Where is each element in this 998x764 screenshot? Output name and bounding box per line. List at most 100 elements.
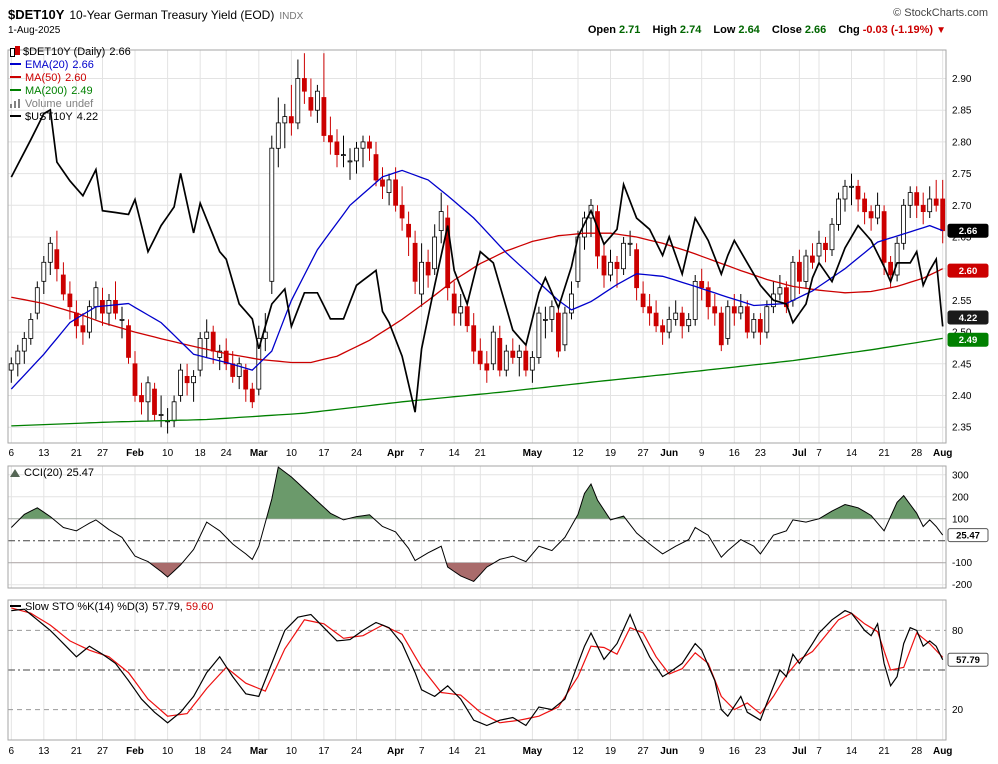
svg-text:16: 16 bbox=[729, 746, 741, 757]
svg-text:9: 9 bbox=[699, 746, 705, 757]
svg-text:May: May bbox=[523, 746, 543, 757]
svg-text:23: 23 bbox=[755, 746, 767, 757]
legend-value: 25.47 bbox=[66, 467, 95, 479]
svg-text:2.40: 2.40 bbox=[952, 391, 972, 402]
svg-text:2.65: 2.65 bbox=[952, 233, 972, 244]
svg-text:12: 12 bbox=[572, 448, 584, 459]
main-chart-legend: $DET10Y (Daily) 2.66 EMA(20) 2.66 MA(50) 2.… bbox=[10, 46, 131, 124]
sto-legend: Slow STO %K(14) %D(3) 57.79, 59.60 bbox=[10, 601, 213, 614]
svg-text:10: 10 bbox=[162, 746, 174, 757]
svg-text:Apr: Apr bbox=[387, 746, 404, 757]
svg-text:14: 14 bbox=[449, 746, 461, 757]
volume-bars-icon bbox=[10, 99, 21, 108]
area-icon bbox=[10, 469, 20, 477]
svg-text:2.49: 2.49 bbox=[959, 335, 978, 346]
legend-label: MA(200) bbox=[25, 85, 68, 97]
svg-text:21: 21 bbox=[475, 746, 487, 757]
svg-text:Feb: Feb bbox=[126, 746, 144, 757]
svg-text:2.70: 2.70 bbox=[952, 201, 972, 212]
quote-value: 2.66 bbox=[804, 24, 827, 36]
svg-text:23: 23 bbox=[755, 448, 767, 459]
axis-value-badges: 2.66 2.60 4.22 2.49 25.47 57.79 bbox=[947, 223, 989, 667]
line-icon bbox=[10, 89, 21, 91]
svg-text:14: 14 bbox=[449, 448, 461, 459]
svg-text:7: 7 bbox=[816, 448, 822, 459]
legend-value: undef bbox=[65, 98, 94, 110]
quote-label: Low bbox=[713, 24, 736, 36]
svg-text:28: 28 bbox=[911, 746, 923, 757]
svg-text:Aug: Aug bbox=[933, 448, 952, 459]
svg-text:13: 13 bbox=[38, 448, 50, 459]
symbol-label: $DET10Y bbox=[8, 7, 65, 22]
svg-text:27: 27 bbox=[638, 746, 650, 757]
svg-text:10: 10 bbox=[162, 448, 174, 459]
cci-legend: CCI(20) 25.47 bbox=[10, 467, 94, 480]
legend-row-volume: Volume undef bbox=[10, 98, 131, 111]
price-axis-labels: 2.902.852.802.752.702.652.602.552.502.45… bbox=[952, 74, 972, 716]
svg-text:Feb: Feb bbox=[126, 448, 144, 459]
svg-text:21: 21 bbox=[879, 448, 891, 459]
legend-value: 2.66 bbox=[109, 46, 131, 58]
down-arrow-icon: ▼ bbox=[936, 25, 946, 36]
legend-row-sto: Slow STO %K(14) %D(3) 57.79, 59.60 bbox=[10, 601, 213, 614]
svg-text:27: 27 bbox=[97, 746, 109, 757]
svg-text:6: 6 bbox=[9, 746, 15, 757]
svg-text:2.66: 2.66 bbox=[959, 226, 978, 237]
svg-text:21: 21 bbox=[71, 746, 83, 757]
svg-text:13: 13 bbox=[38, 746, 50, 757]
quote-value: 2.71 bbox=[618, 24, 641, 36]
svg-text:Jul: Jul bbox=[792, 746, 807, 757]
candlestick-icon bbox=[10, 46, 20, 57]
quote-value: 2.74 bbox=[679, 24, 702, 36]
copyright-label: © StockCharts.com bbox=[893, 7, 988, 19]
svg-text:19: 19 bbox=[605, 448, 617, 459]
legend-label: CCI(20) bbox=[24, 467, 63, 479]
svg-text:4.22: 4.22 bbox=[959, 313, 978, 324]
svg-text:16: 16 bbox=[729, 448, 741, 459]
svg-text:57.79: 57.79 bbox=[956, 655, 980, 666]
svg-text:80: 80 bbox=[952, 626, 964, 637]
sto-d-line bbox=[11, 607, 944, 724]
svg-text:17: 17 bbox=[318, 746, 330, 757]
legend-value: 4.22 bbox=[76, 111, 99, 123]
svg-text:28: 28 bbox=[911, 448, 923, 459]
title-line: $DET10Y 10-Year German Treasury Yield (EO… bbox=[8, 6, 303, 24]
svg-text:2.45: 2.45 bbox=[952, 359, 972, 370]
svg-text:Jul: Jul bbox=[792, 448, 807, 459]
quote-label: High bbox=[652, 24, 677, 36]
legend-row-ema20: EMA(20) 2.66 bbox=[10, 59, 131, 72]
overlay-lines bbox=[10, 108, 944, 427]
svg-text:18: 18 bbox=[195, 746, 207, 757]
svg-text:-200: -200 bbox=[952, 580, 972, 591]
ema20-line bbox=[10, 169, 943, 390]
legend-value: 2.60 bbox=[65, 72, 87, 84]
svg-text:18: 18 bbox=[195, 448, 207, 459]
svg-text:2.80: 2.80 bbox=[952, 137, 972, 148]
svg-text:Jun: Jun bbox=[660, 448, 678, 459]
svg-text:2.60: 2.60 bbox=[959, 266, 978, 277]
svg-text:7: 7 bbox=[419, 448, 425, 459]
legend-value: 2.49 bbox=[71, 85, 93, 97]
line-icon bbox=[10, 115, 21, 117]
svg-text:2.90: 2.90 bbox=[952, 74, 972, 85]
svg-text:6: 6 bbox=[9, 448, 15, 459]
legend-row-ma50: MA(50) 2.60 bbox=[10, 72, 131, 85]
svg-text:12: 12 bbox=[572, 746, 584, 757]
svg-text:21: 21 bbox=[71, 448, 83, 459]
legend-row-price: $DET10Y (Daily) 2.66 bbox=[10, 46, 131, 59]
line-icon bbox=[10, 63, 21, 65]
legend-row-ma200: MA(200) 2.49 bbox=[10, 85, 131, 98]
legend-value-k: 57.79, bbox=[152, 601, 183, 613]
quote-label: Chg bbox=[838, 24, 860, 36]
svg-text:Apr: Apr bbox=[387, 448, 404, 459]
legend-label: MA(50) bbox=[25, 72, 62, 84]
svg-text:10: 10 bbox=[286, 746, 298, 757]
svg-text:27: 27 bbox=[638, 448, 650, 459]
svg-text:17: 17 bbox=[318, 448, 330, 459]
svg-text:2.55: 2.55 bbox=[952, 296, 972, 307]
svg-text:Jun: Jun bbox=[660, 746, 678, 757]
svg-text:20: 20 bbox=[952, 705, 964, 716]
svg-text:24: 24 bbox=[221, 448, 233, 459]
change-value: -0.03 (-1.19%) bbox=[862, 24, 934, 36]
exchange-label: INDX bbox=[279, 11, 304, 22]
